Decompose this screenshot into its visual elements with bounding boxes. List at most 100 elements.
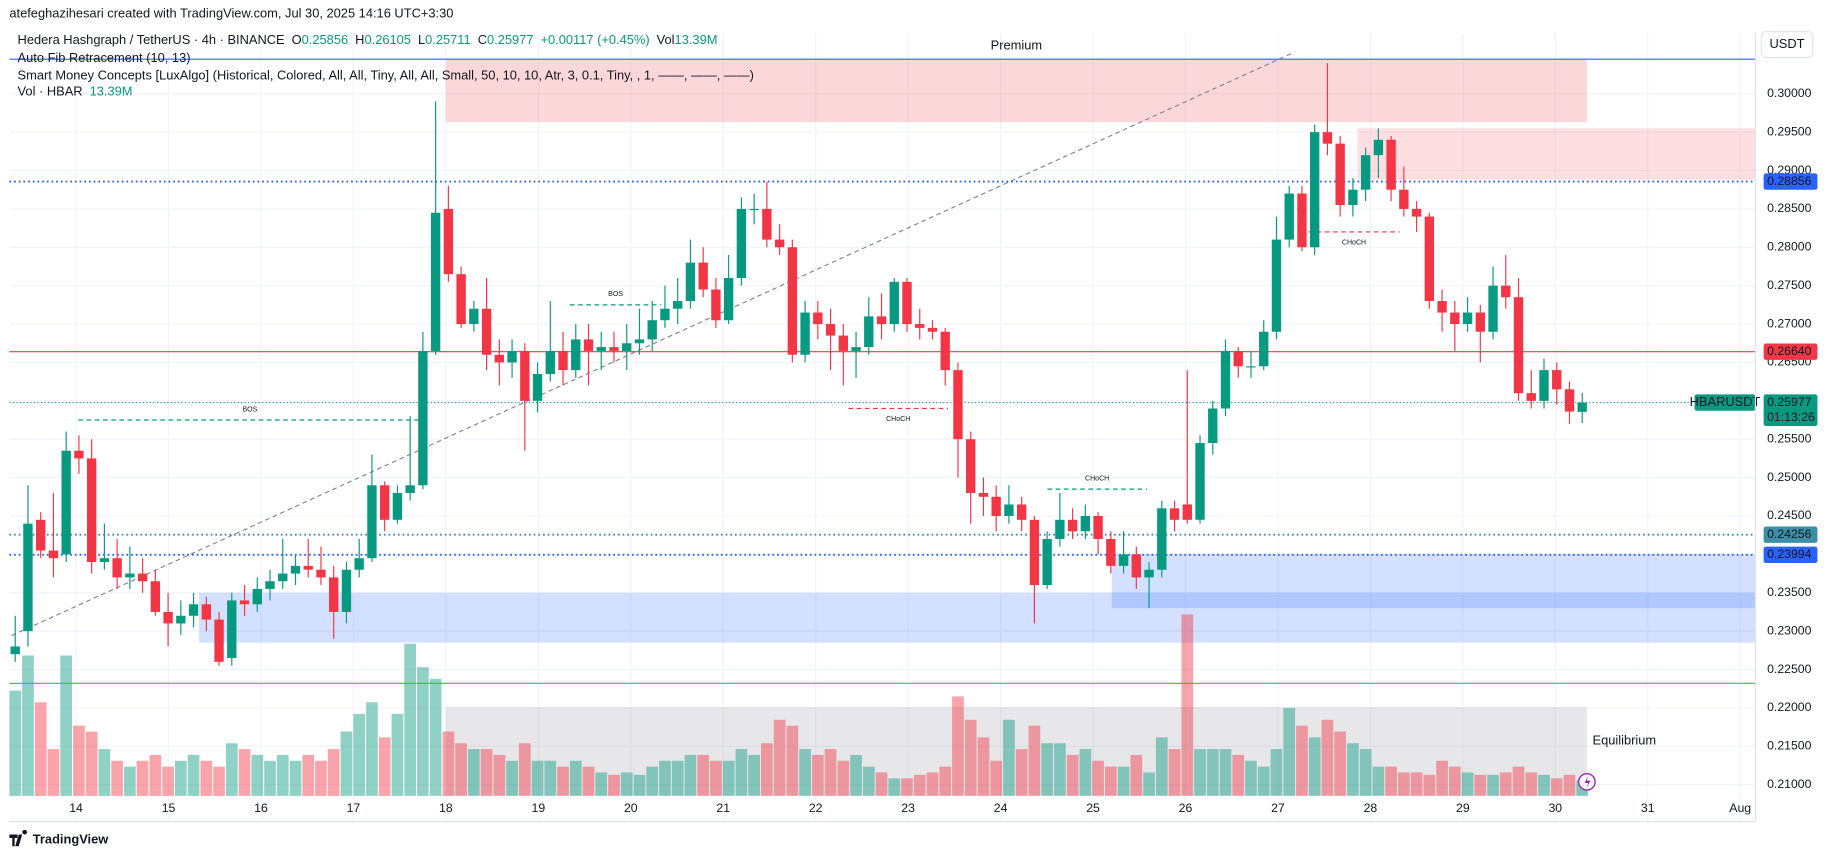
candle-body xyxy=(1080,515,1091,532)
candle-body xyxy=(418,350,428,486)
volume-bar xyxy=(773,719,786,796)
volume-bar xyxy=(518,743,531,796)
candle-body xyxy=(953,370,963,440)
last-price-box xyxy=(1763,394,1818,426)
x-tick-label: 24 xyxy=(994,801,1008,815)
currency[interactable]: USDT xyxy=(1770,36,1805,51)
y-tick-label: 0.30000 xyxy=(1767,86,1812,100)
candle-body xyxy=(609,347,619,351)
volume-bar xyxy=(659,760,671,796)
candle-body xyxy=(520,350,530,401)
candle-body xyxy=(443,208,454,275)
volume-bar xyxy=(225,743,238,796)
volume-bar xyxy=(1219,749,1232,796)
volume-bar xyxy=(901,778,913,796)
y-tick-label: 0.28000 xyxy=(1767,240,1812,254)
candle-body xyxy=(494,354,505,363)
candle-body xyxy=(316,569,326,578)
volume-bar xyxy=(799,749,811,796)
candle-body xyxy=(1016,504,1027,520)
x-tick-label: 23 xyxy=(901,801,915,815)
x-tick-label: 20 xyxy=(624,801,638,815)
volume-bar xyxy=(1359,749,1372,796)
volume-bar xyxy=(1410,772,1423,796)
candle-body xyxy=(1437,301,1447,313)
candle-body xyxy=(1246,366,1256,368)
candle-body xyxy=(252,588,262,605)
candle-body xyxy=(86,458,97,563)
currency-button[interactable] xyxy=(1760,31,1814,59)
volume-bar xyxy=(200,760,213,796)
x-tick-label: 29 xyxy=(1456,801,1470,815)
volume-bar xyxy=(544,760,557,796)
volume-bar xyxy=(264,760,276,796)
legend-value: 0.25856 xyxy=(302,32,348,47)
candle-body xyxy=(1386,139,1396,190)
candle-body xyxy=(1399,189,1409,209)
candle-body xyxy=(851,347,861,351)
candle-body xyxy=(749,208,759,211)
volume-bar xyxy=(480,749,493,796)
candle-body xyxy=(660,308,670,321)
volume-bar xyxy=(1550,778,1563,796)
candle-body xyxy=(1271,239,1282,332)
x-tick-label: 25 xyxy=(1086,801,1100,815)
candle-body xyxy=(1055,519,1065,540)
legend: Hedera Hashgraph / TetherUS · 4h · BINAN… xyxy=(18,32,718,47)
x-tick-label: 22 xyxy=(809,801,823,815)
volume-bar xyxy=(327,749,340,796)
candle-body xyxy=(762,208,772,240)
axes: 0.21000 0.21500 0.22000 0.22500 0.23000 0.235… xyxy=(69,86,1818,815)
candle-body xyxy=(163,611,173,624)
volume-bar xyxy=(684,754,697,796)
volume-bar xyxy=(442,731,455,796)
change: +0.00117 (+0.45%) xyxy=(540,32,649,47)
y-tick-label: 0.29500 xyxy=(1767,124,1812,138)
candle-body xyxy=(1259,331,1269,367)
volume-bar xyxy=(136,760,149,796)
candle-body xyxy=(1564,389,1575,412)
candle-body xyxy=(991,496,1001,516)
volume-bar xyxy=(646,766,659,796)
volume-bar xyxy=(85,731,98,796)
x-tick-label: 14 xyxy=(69,801,83,815)
x-tick-label: 21 xyxy=(716,801,730,815)
volume-bar xyxy=(1283,708,1296,796)
volume-bar xyxy=(710,760,722,796)
candle-body xyxy=(1182,504,1192,520)
volume-bar xyxy=(1194,749,1206,796)
candle-body xyxy=(698,262,708,290)
volume-bar xyxy=(302,754,315,796)
price-label: 0.24256 xyxy=(1767,527,1812,541)
volume-bar xyxy=(952,696,964,796)
candle-body xyxy=(774,239,785,248)
volume-bar xyxy=(429,678,442,796)
candle-body xyxy=(800,312,810,355)
volume-bar xyxy=(1423,774,1436,796)
volume-bar xyxy=(366,702,378,796)
candle-body xyxy=(711,289,721,321)
symbol: Hedera Hashgraph / TetherUS · 4h · BINAN… xyxy=(18,32,285,47)
x-tick-label: 17 xyxy=(347,801,361,815)
vol-indicator-name: Vol · HBAR xyxy=(18,84,83,99)
volume-bar xyxy=(1143,772,1155,796)
candle-body xyxy=(634,339,645,344)
grid xyxy=(9,32,1756,822)
tv-logo xyxy=(9,829,27,847)
volume-bar xyxy=(1130,754,1143,796)
y-tick-label: 0.25500 xyxy=(1767,431,1812,445)
candle-body xyxy=(813,312,823,325)
candle-body xyxy=(1513,297,1524,394)
volume-bar xyxy=(748,754,760,796)
y-tick-label: 0.21000 xyxy=(1767,777,1812,791)
volume-bar xyxy=(1104,766,1117,796)
structure-label: CHoCH xyxy=(1085,475,1109,482)
volume-bar xyxy=(506,760,518,796)
candle-body xyxy=(150,581,161,612)
candle-body xyxy=(1577,402,1587,412)
candle-body xyxy=(1450,312,1460,325)
volume-bar xyxy=(315,760,327,796)
volume-bar xyxy=(404,643,417,796)
candle-body xyxy=(392,492,403,520)
